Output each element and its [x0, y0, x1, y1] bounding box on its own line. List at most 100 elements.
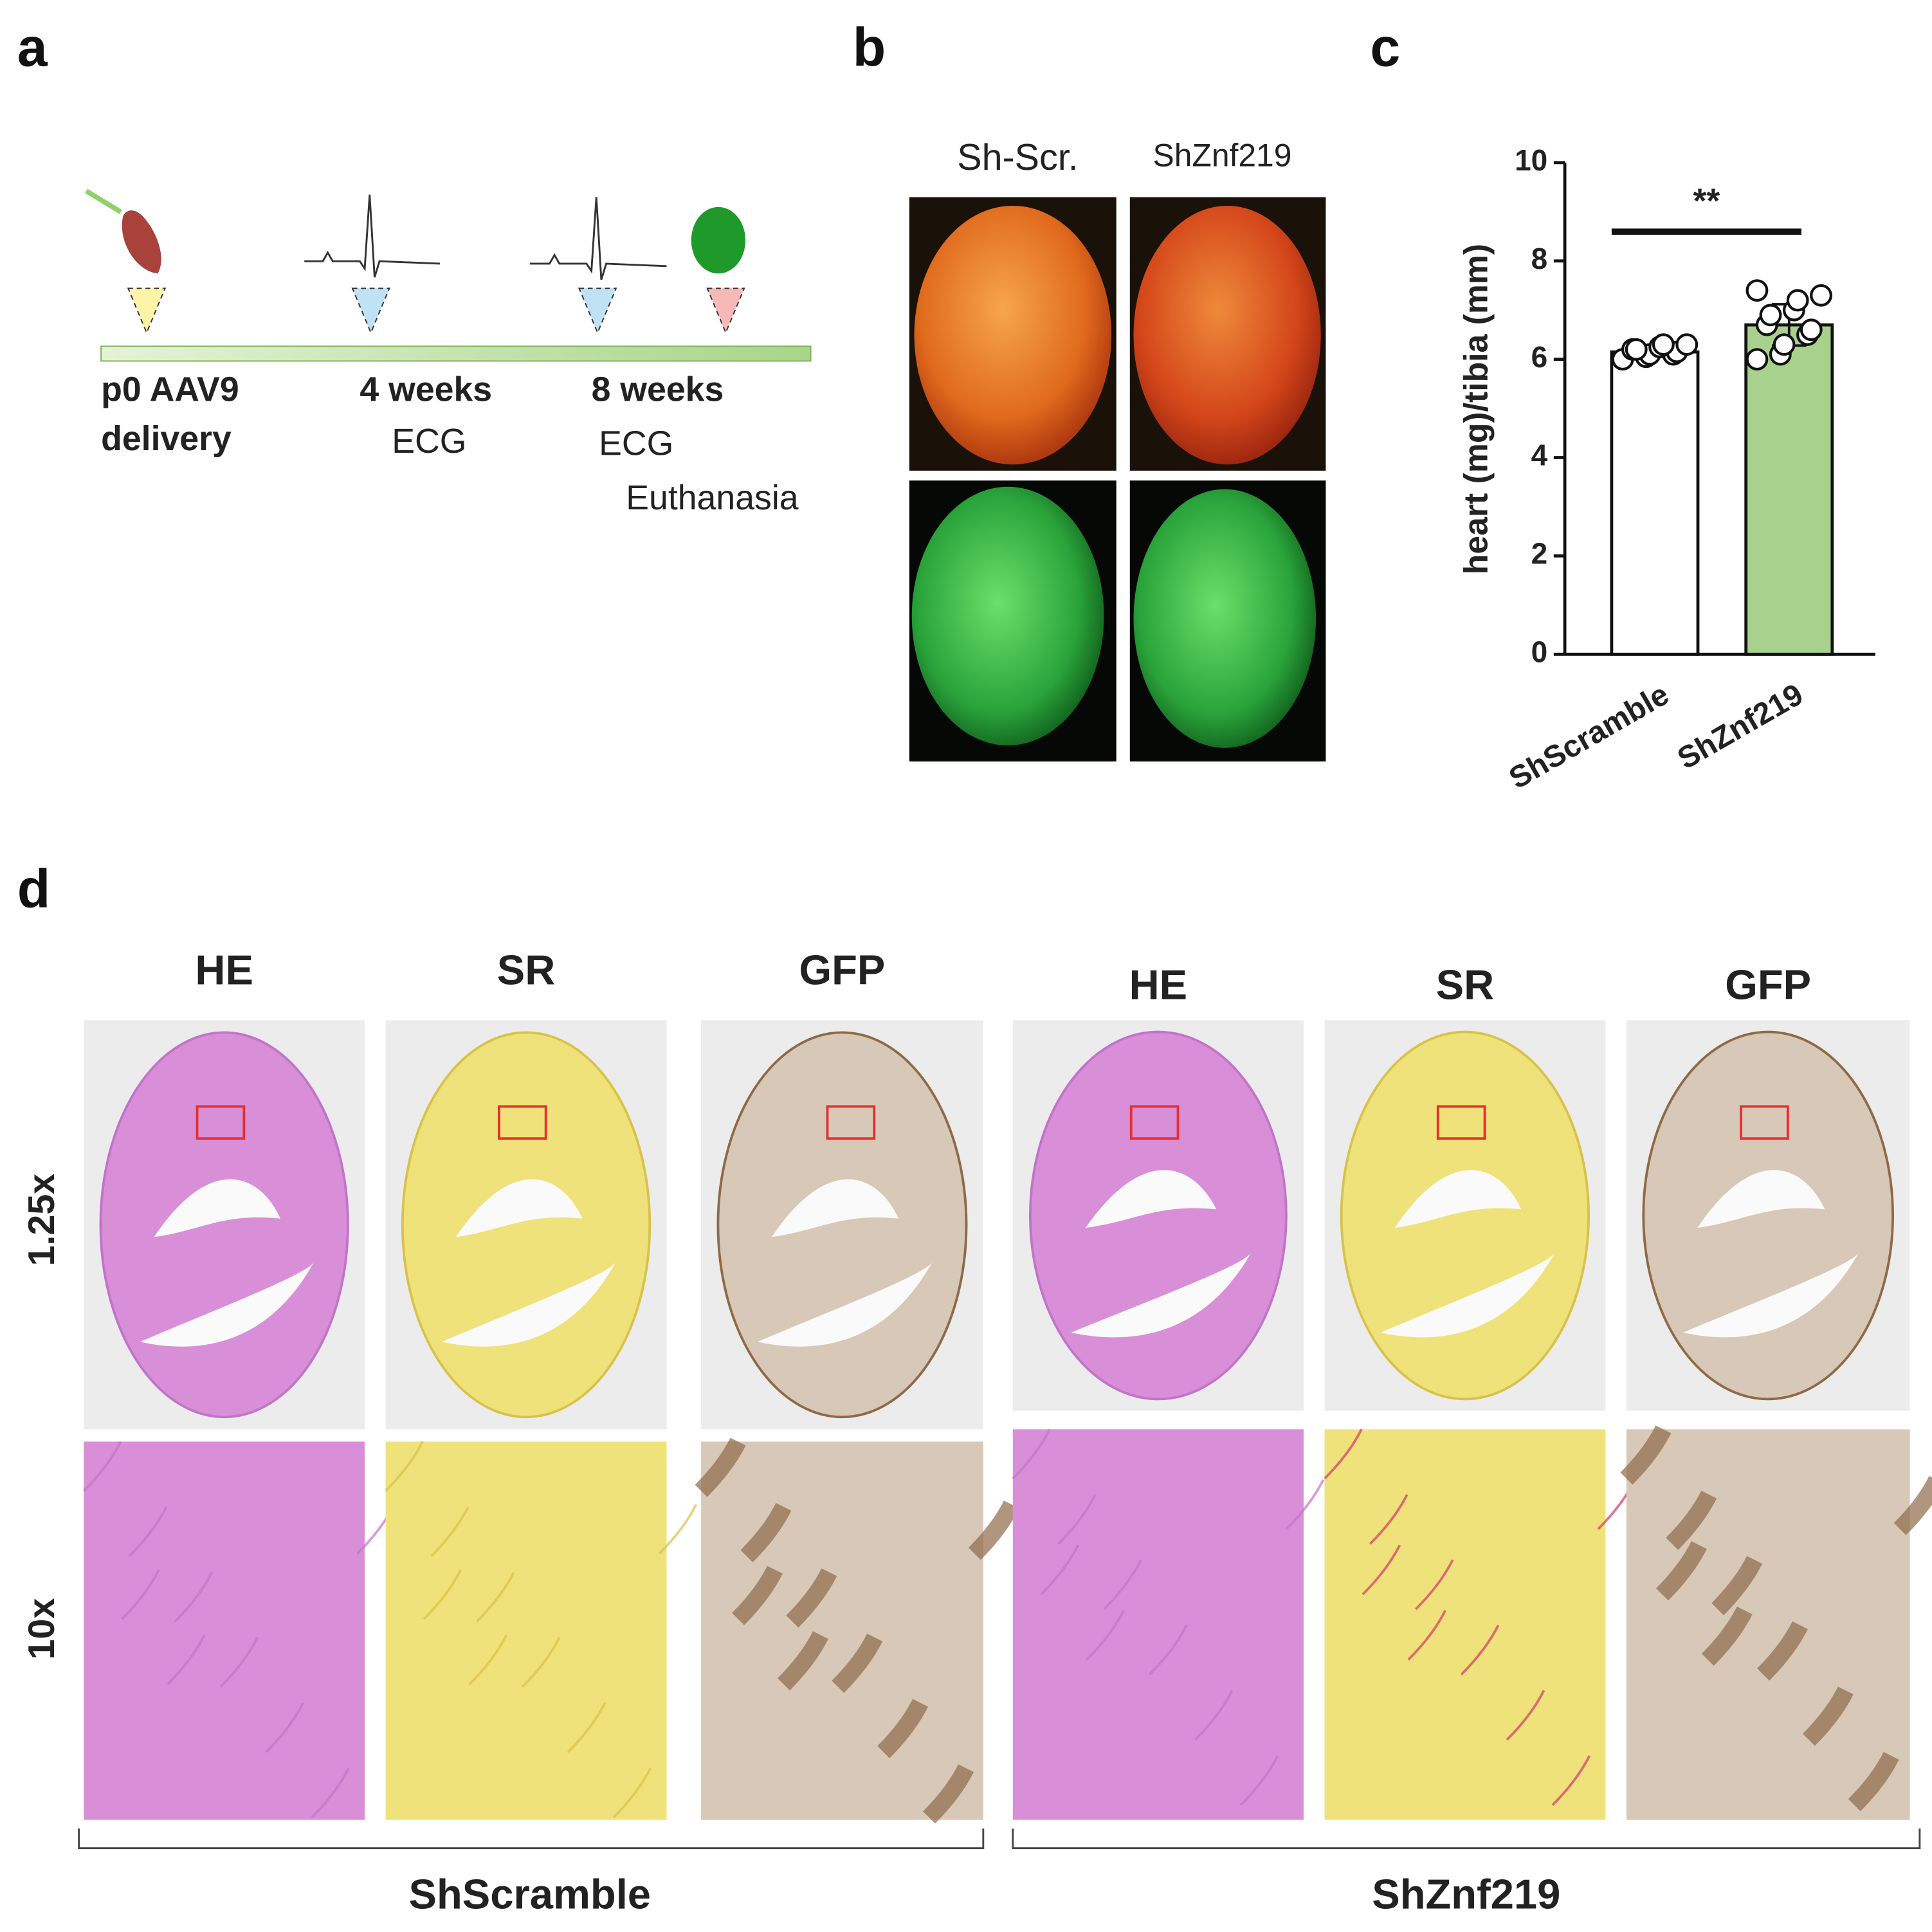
tissue-texture	[521, 1637, 561, 1688]
y-tick-label: 6	[1531, 340, 1548, 374]
bar	[1744, 323, 1834, 656]
tissue-texture	[121, 1569, 160, 1620]
bracket	[78, 1828, 985, 1850]
tissue-texture	[1757, 1621, 1809, 1681]
data-point	[1625, 338, 1648, 361]
section	[1642, 1030, 1894, 1401]
x-tick-label: ShZnf219	[1672, 677, 1809, 776]
tissue-texture	[1551, 1755, 1591, 1807]
group-label: ShScramble	[409, 1871, 651, 1918]
tissue-texture	[777, 1631, 828, 1691]
tissue-texture	[1040, 1544, 1080, 1596]
tissue-texture	[476, 1571, 515, 1623]
group-label: ShZnf219	[1372, 1871, 1560, 1918]
tissue-texture	[1012, 1428, 1051, 1480]
tissue-texture	[567, 1702, 606, 1753]
stain-label: HE	[1129, 961, 1187, 1008]
row-label: 10x	[21, 1598, 62, 1660]
data-point	[1800, 318, 1823, 342]
tissue-texture	[1711, 1556, 1763, 1616]
time-label: 4 weeks	[360, 370, 492, 408]
data-point	[1786, 289, 1809, 312]
tissue-texture	[82, 1441, 122, 1492]
roi-box	[196, 1105, 246, 1140]
tissue-texture	[1414, 1559, 1454, 1610]
y-tick-label: 10	[1515, 143, 1547, 177]
section	[1029, 1030, 1288, 1401]
stain-label: SR	[1436, 961, 1494, 1008]
tissue-texture	[1802, 1686, 1854, 1746]
tissue-texture	[1655, 1541, 1707, 1601]
roi-box	[1129, 1105, 1180, 1140]
stain-label: GFP	[799, 947, 886, 994]
tissue-texture	[385, 1441, 424, 1492]
roi-box	[1740, 1105, 1789, 1140]
tissue-texture	[219, 1637, 259, 1688]
tissue-texture	[167, 1634, 206, 1686]
heart-photo	[914, 205, 1112, 465]
ecg-trace	[304, 194, 441, 278]
column-label: Sh-Scr.	[957, 137, 1078, 178]
heart-photo	[1133, 205, 1321, 465]
data-point	[1810, 284, 1833, 307]
tissue-texture	[695, 1437, 746, 1497]
tissue-texture	[968, 1500, 1019, 1560]
tissue-texture	[1506, 1690, 1545, 1741]
roi-box	[1436, 1105, 1486, 1140]
zoom-image	[1324, 1429, 1606, 1820]
cavity	[442, 1179, 616, 1347]
tissue-texture	[1666, 1490, 1717, 1550]
zoom-image	[84, 1441, 365, 1820]
tissue-texture	[1194, 1690, 1234, 1741]
tissue-texture	[1285, 1479, 1325, 1530]
tissue-texture	[877, 1699, 929, 1758]
tissue-texture	[468, 1634, 508, 1686]
cavity	[1071, 1170, 1252, 1338]
panel-letter: a	[17, 17, 48, 78]
heart-photo	[911, 486, 1104, 746]
tissue-texture	[128, 1506, 168, 1558]
tissue-texture	[174, 1571, 214, 1623]
cavity	[140, 1179, 314, 1347]
histology: HE SR GFP HE SR GFP	[82, 947, 1932, 1824]
ecg-trace	[529, 197, 667, 280]
roi-box	[826, 1105, 876, 1140]
tissue-texture	[1324, 1428, 1363, 1480]
tissue-texture	[786, 1568, 837, 1628]
tissue-texture	[1057, 1494, 1097, 1545]
y-tick-label: 8	[1531, 242, 1548, 275]
tissue-texture	[1620, 1425, 1672, 1485]
tissue-texture	[265, 1702, 305, 1753]
zoom-image	[701, 1441, 983, 1820]
tissue-texture	[1460, 1625, 1500, 1675]
stain-label: HE	[195, 947, 253, 994]
data-point	[1675, 333, 1699, 356]
section	[401, 1031, 652, 1419]
tissue-texture	[1407, 1610, 1446, 1661]
timeline-bar	[100, 345, 812, 362]
time-label: 8 weeks	[592, 370, 724, 408]
time-note: ECG	[599, 424, 673, 463]
data-point	[1773, 333, 1796, 356]
time-label: p0 AAV9	[101, 370, 239, 408]
data-point	[1745, 279, 1769, 302]
tissue-texture	[1239, 1755, 1279, 1807]
stain-label: SR	[497, 947, 555, 994]
time-note: delivery	[101, 419, 232, 458]
heart-photo	[1133, 489, 1317, 748]
data-point	[1745, 348, 1769, 371]
marker	[351, 287, 390, 334]
zoom-image	[1012, 1429, 1304, 1820]
time-note: Euthanasia	[626, 478, 799, 517]
column-label: ShZnf219	[1153, 137, 1292, 173]
panel-letter: b	[853, 17, 886, 78]
y-tick-label: 2	[1531, 537, 1548, 570]
tissue-texture	[832, 1633, 883, 1693]
marker	[578, 287, 617, 334]
bar	[1610, 350, 1700, 656]
bar-chart: 0 2 4 6 8 10 heart (mg)/tibia (mm) ShScrambleSh…	[1457, 143, 1875, 796]
tissue-texture	[732, 1565, 783, 1625]
tissue-texture	[430, 1506, 469, 1558]
y-axis-label: heart (mg)/tibia (mm)	[1457, 244, 1495, 574]
